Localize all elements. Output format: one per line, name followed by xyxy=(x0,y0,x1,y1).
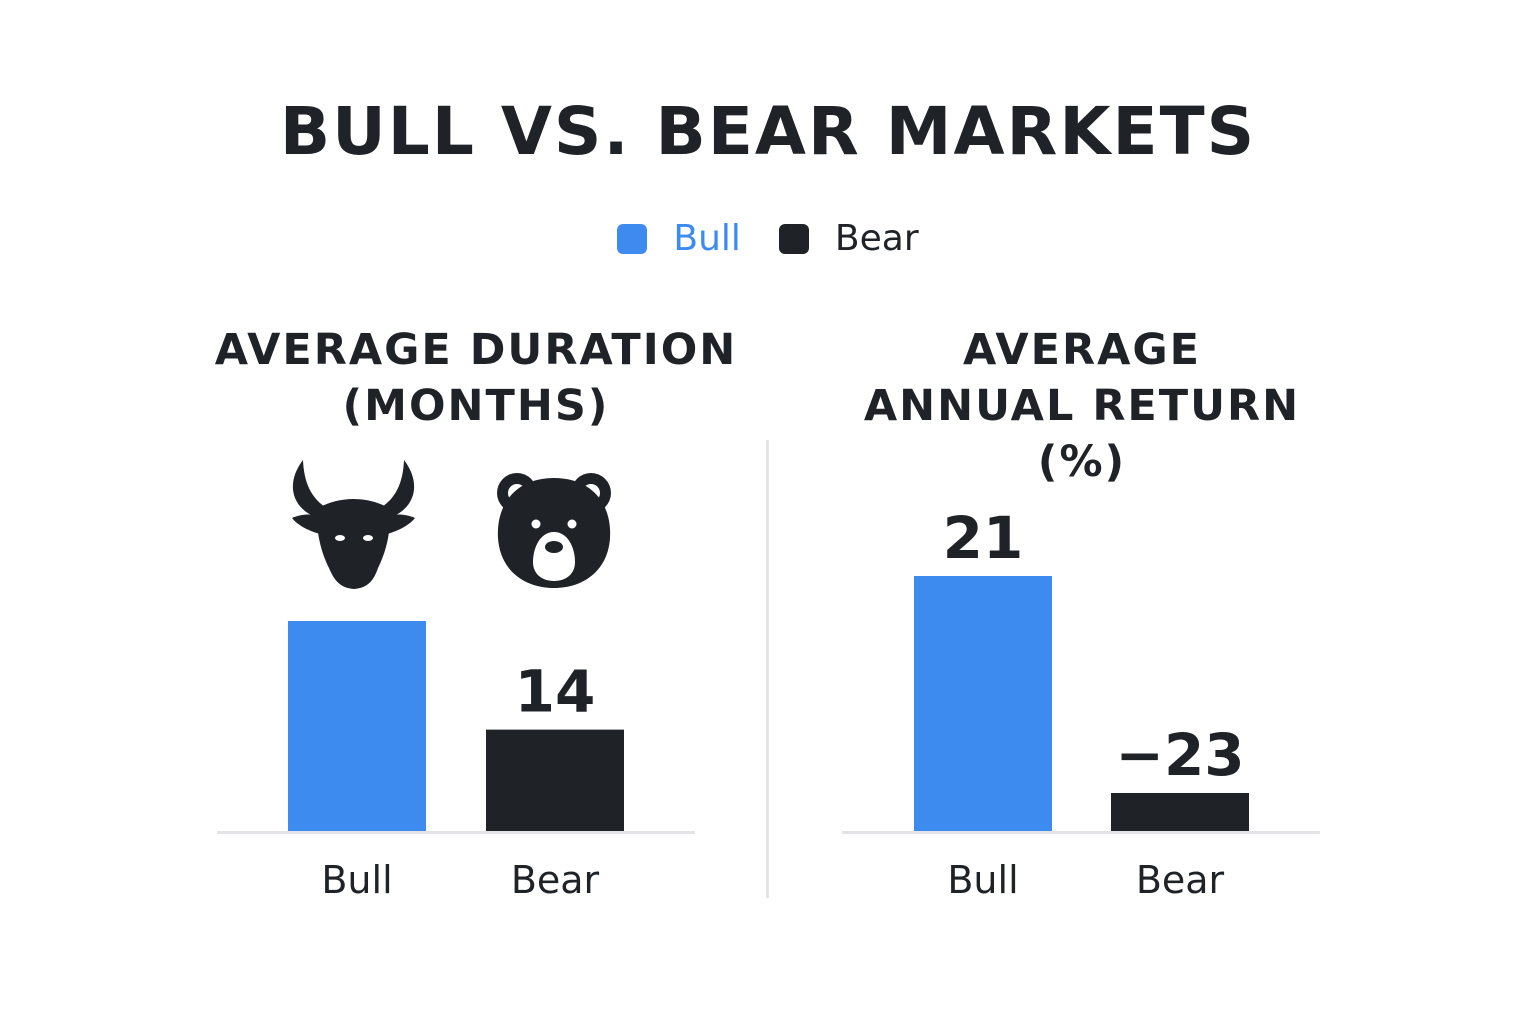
legend-label-bull: Bull xyxy=(673,218,741,259)
panel-title-duration-line1: AVERAGE DURATION xyxy=(214,325,738,375)
panel-divider xyxy=(766,440,769,898)
duration-bar-bear xyxy=(486,729,624,831)
legend-item-bull: Bull xyxy=(617,218,741,259)
bull-icon xyxy=(292,460,415,589)
legend-item-bear: Bear xyxy=(778,218,919,259)
duration-data-label-bear: 14 xyxy=(515,658,596,726)
panel-title-return-line1: AVERAGE xyxy=(962,325,1202,375)
duration-bar-bull xyxy=(288,621,426,831)
panel-title-return: AVERAGE ANNUAL RETURN (%) xyxy=(812,322,1352,490)
legend-label-bear: Bear xyxy=(834,218,919,259)
return-data-label-bear: −23 xyxy=(1115,721,1244,789)
chart-title: BULL VS. BEAR MARKETS xyxy=(279,93,1257,170)
panel-title-duration-line2: (MONTHS) xyxy=(342,381,610,431)
legend-swatch-bear xyxy=(778,223,809,254)
bear-icon xyxy=(497,473,611,588)
panel-title-duration: AVERAGE DURATION (MONTHS) xyxy=(206,322,746,434)
duration-tick-label-bear: Bear xyxy=(511,858,600,902)
return-data-label-bull: 21 xyxy=(943,504,1024,572)
legend: Bull Bear xyxy=(0,218,1536,259)
return-bar-bull xyxy=(914,576,1052,831)
return-tick-label-bull: Bull xyxy=(947,858,1018,902)
duration-tick-label-bull: Bull xyxy=(321,858,392,902)
panel-title-return-line2: ANNUAL RETURN (%) xyxy=(863,381,1301,487)
legend-swatch-bull xyxy=(617,223,648,254)
return-tick-label-bear: Bear xyxy=(1136,858,1225,902)
return-bar-bear xyxy=(1111,793,1249,831)
